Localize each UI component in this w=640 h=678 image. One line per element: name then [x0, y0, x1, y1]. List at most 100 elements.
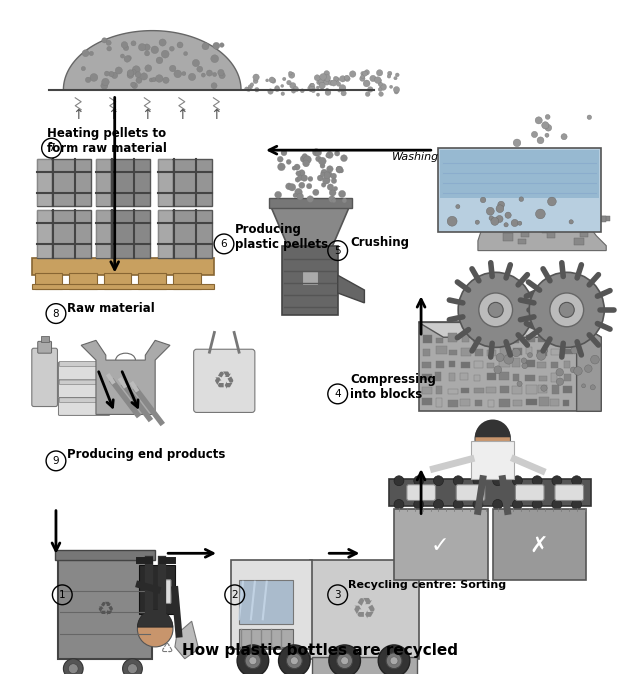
Circle shape: [323, 172, 330, 179]
Circle shape: [582, 384, 586, 388]
Circle shape: [378, 645, 410, 677]
Circle shape: [126, 56, 131, 61]
Circle shape: [511, 220, 518, 226]
Text: Heating pellets to
form raw material: Heating pellets to form raw material: [47, 127, 167, 155]
Circle shape: [341, 91, 346, 96]
Circle shape: [571, 346, 579, 354]
FancyBboxPatch shape: [564, 361, 570, 367]
Circle shape: [291, 657, 298, 664]
Circle shape: [496, 353, 504, 361]
FancyBboxPatch shape: [456, 485, 485, 500]
Circle shape: [394, 89, 399, 94]
Circle shape: [537, 137, 544, 144]
Circle shape: [250, 83, 254, 87]
Circle shape: [326, 151, 333, 159]
FancyBboxPatch shape: [310, 560, 419, 659]
Circle shape: [473, 476, 483, 485]
FancyBboxPatch shape: [473, 337, 481, 342]
Circle shape: [340, 657, 349, 664]
Circle shape: [81, 66, 86, 71]
Circle shape: [143, 44, 150, 51]
FancyBboxPatch shape: [542, 226, 548, 233]
Circle shape: [521, 358, 527, 363]
Circle shape: [300, 155, 307, 163]
Circle shape: [101, 82, 108, 89]
FancyBboxPatch shape: [302, 271, 318, 285]
Circle shape: [339, 168, 344, 173]
Circle shape: [545, 133, 549, 137]
Text: ✓: ✓: [431, 536, 450, 556]
Circle shape: [561, 134, 567, 140]
Circle shape: [496, 205, 504, 213]
Text: ♻: ♻: [213, 370, 236, 394]
Circle shape: [90, 73, 98, 81]
Circle shape: [387, 75, 391, 78]
Circle shape: [541, 122, 549, 129]
Circle shape: [124, 56, 131, 62]
Circle shape: [321, 182, 326, 187]
Circle shape: [293, 86, 298, 91]
Circle shape: [275, 191, 282, 198]
Circle shape: [278, 645, 310, 677]
Circle shape: [255, 87, 259, 92]
FancyBboxPatch shape: [486, 387, 496, 393]
FancyBboxPatch shape: [488, 221, 493, 226]
Circle shape: [339, 76, 346, 82]
Circle shape: [340, 88, 344, 92]
Circle shape: [320, 163, 325, 168]
Circle shape: [268, 89, 273, 94]
FancyBboxPatch shape: [460, 399, 470, 406]
Polygon shape: [577, 323, 602, 412]
Circle shape: [339, 85, 346, 92]
FancyBboxPatch shape: [474, 375, 480, 381]
FancyBboxPatch shape: [487, 350, 495, 356]
Circle shape: [559, 302, 574, 317]
Circle shape: [253, 79, 258, 83]
Circle shape: [218, 69, 224, 76]
FancyBboxPatch shape: [449, 350, 456, 355]
FancyBboxPatch shape: [564, 334, 573, 343]
Circle shape: [127, 72, 134, 79]
Circle shape: [338, 89, 340, 92]
Circle shape: [309, 85, 315, 92]
FancyBboxPatch shape: [499, 338, 508, 343]
FancyBboxPatch shape: [138, 273, 166, 290]
Circle shape: [324, 75, 331, 81]
Circle shape: [376, 70, 383, 76]
Circle shape: [378, 87, 382, 92]
Circle shape: [377, 79, 381, 83]
FancyBboxPatch shape: [560, 207, 570, 213]
Circle shape: [569, 220, 573, 224]
Circle shape: [328, 196, 335, 203]
Circle shape: [396, 73, 399, 77]
Circle shape: [361, 75, 365, 79]
Circle shape: [177, 42, 183, 48]
Circle shape: [145, 65, 152, 72]
FancyBboxPatch shape: [435, 372, 441, 381]
Circle shape: [295, 177, 300, 182]
Circle shape: [550, 293, 584, 327]
Circle shape: [336, 166, 343, 173]
Circle shape: [104, 71, 109, 76]
FancyBboxPatch shape: [490, 186, 498, 193]
Circle shape: [319, 82, 325, 89]
Circle shape: [361, 71, 365, 76]
Circle shape: [541, 385, 547, 391]
FancyBboxPatch shape: [173, 273, 200, 290]
Circle shape: [287, 653, 302, 669]
Circle shape: [138, 612, 173, 647]
Circle shape: [68, 664, 78, 673]
Circle shape: [220, 43, 224, 47]
FancyBboxPatch shape: [60, 379, 109, 384]
Circle shape: [140, 73, 148, 80]
Circle shape: [337, 653, 353, 669]
Circle shape: [296, 171, 301, 176]
FancyBboxPatch shape: [96, 159, 150, 206]
FancyBboxPatch shape: [158, 159, 172, 206]
Circle shape: [333, 186, 338, 191]
Circle shape: [298, 175, 303, 180]
Circle shape: [253, 74, 259, 81]
Circle shape: [111, 72, 118, 79]
Circle shape: [245, 653, 260, 669]
Wedge shape: [138, 610, 173, 627]
